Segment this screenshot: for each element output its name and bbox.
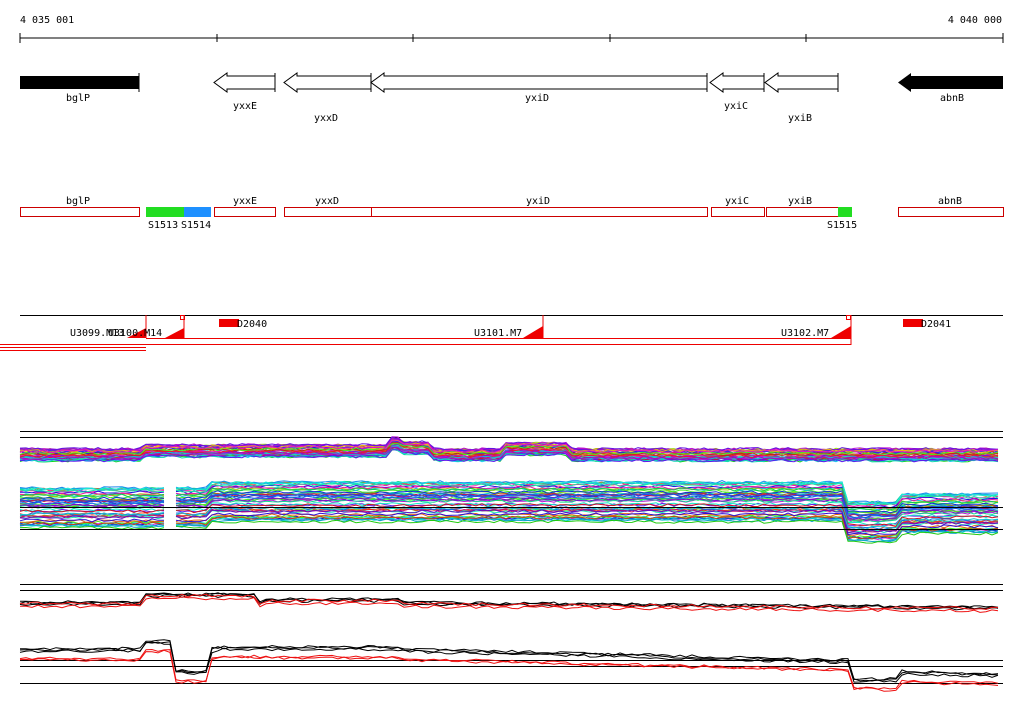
transcript-end-marker <box>127 328 146 338</box>
gene-arrow-yxiB[interactable]: yxiB <box>764 72 839 124</box>
segment-label-S1513: S1513 <box>148 220 178 231</box>
expression-line <box>19 519 999 544</box>
summary-line-red <box>19 649 999 692</box>
transcript-end-marker <box>523 326 543 338</box>
expression-line <box>19 503 999 527</box>
annotation-labels: bglP yxxE yxxD yxiD yxiC yxiB abnB <box>66 196 962 207</box>
expression-line <box>19 446 999 460</box>
summary-profile-panel-upper <box>19 584 1003 613</box>
expression-line <box>19 495 999 520</box>
segment-block-S1514[interactable] <box>184 207 211 217</box>
transcript-end-marker <box>165 328 184 338</box>
gene-arrow-abnB[interactable]: abnB <box>898 73 1003 104</box>
ruler-end-label: 4 040 000 <box>948 15 1002 26</box>
annotation-box-yxiD[interactable] <box>371 207 708 217</box>
segment-label-S1515: S1515 <box>827 220 857 231</box>
annotation-label-yxiB: yxiB <box>788 196 812 207</box>
summary-line-red <box>19 593 999 610</box>
annotation-label-yxiC: yxiC <box>725 196 749 207</box>
annotation-box-yxxD[interactable] <box>284 207 372 217</box>
summary-line-black <box>20 639 999 681</box>
coordinate-ruler: 4 035 001 4 040 000 <box>19 15 1004 43</box>
gene-label-yxiD: yxiD <box>525 93 549 104</box>
annotation-box-yxiC[interactable] <box>711 207 765 217</box>
downstream-label-D2040: D2040 <box>237 319 267 330</box>
gene-label-yxiB: yxiB <box>788 113 812 124</box>
gene-label-bglP: bglP <box>66 93 90 104</box>
expression-line <box>19 449 999 463</box>
expression-line <box>19 439 999 454</box>
gene-arrow-bglP[interactable]: bglP <box>20 73 140 104</box>
annotation-label-yxxD: yxxD <box>315 196 339 207</box>
summary-line-black <box>19 641 999 683</box>
downstream-mark-D2041[interactable] <box>903 319 923 327</box>
annotation-box-abnB[interactable] <box>898 207 1004 217</box>
expression-line <box>19 482 999 507</box>
expression-profile-panel-upper <box>19 431 1003 463</box>
annotation-box-bglP[interactable] <box>20 207 140 217</box>
transcript-label-U3099: U3099.M13 <box>70 328 124 339</box>
gene-label-abnB: abnB <box>940 93 964 104</box>
transcript-track: D2040 D2041 U3099.M13 U3100.M14 U3101.M7… <box>0 315 1003 351</box>
transcript-label-U3102: U3102.M7 <box>781 328 829 339</box>
summary-profile-panel-lower <box>19 639 1003 692</box>
expression-line <box>19 487 999 511</box>
summary-line-red <box>19 648 999 690</box>
segment-label-S1514: S1514 <box>181 220 211 231</box>
expression-line <box>19 487 999 512</box>
annotation-box-yxxE[interactable] <box>214 207 276 217</box>
downstream-mark-D2040[interactable] <box>219 319 239 327</box>
summary-line-black <box>19 592 999 610</box>
expression-line <box>19 436 999 452</box>
transcript-end-marker <box>831 326 851 338</box>
gene-arrow-track: bglP yxxE yxxD yxiD yxiC yxiB <box>20 72 1003 124</box>
annotation-label-yxiD: yxiD <box>526 196 550 207</box>
gene-label-yxxD: yxxD <box>314 113 338 124</box>
expression-line <box>19 509 999 534</box>
ruler-start-label: 4 035 001 <box>20 15 74 26</box>
gene-arrow-yxxE[interactable]: yxxE <box>213 72 276 112</box>
downstream-label-D2041: D2041 <box>921 319 951 330</box>
segment-block-S1513[interactable] <box>146 207 184 217</box>
segment-block-S1515[interactable] <box>838 207 852 217</box>
summary-line-black <box>19 641 999 682</box>
gene-arrow-yxiC[interactable]: yxiC <box>709 72 765 112</box>
gene-label-yxxE: yxxE <box>233 101 257 112</box>
gene-arrow-yxiD[interactable]: yxiD <box>370 72 708 104</box>
gene-label-yxiC: yxiC <box>724 101 748 112</box>
annotation-label-bglP: bglP <box>66 196 90 207</box>
transcript-label-U3101: U3101.M7 <box>474 328 522 339</box>
expression-line <box>19 512 999 536</box>
expression-line <box>19 501 999 527</box>
annotation-label-yxxE: yxxE <box>233 196 257 207</box>
annotation-label-abnB: abnB <box>938 196 962 207</box>
expression-line <box>19 493 999 517</box>
summary-line-red <box>19 596 999 613</box>
gene-arrow-yxxD[interactable]: yxxD <box>283 72 372 124</box>
expression-line <box>19 515 999 540</box>
transcript-label-U3100: U3100.M14 <box>108 328 162 339</box>
expression-line <box>19 497 999 521</box>
expression-profile-panel-lower <box>19 480 1003 544</box>
segment-track: S1513 S1514 S1515 <box>146 207 857 231</box>
